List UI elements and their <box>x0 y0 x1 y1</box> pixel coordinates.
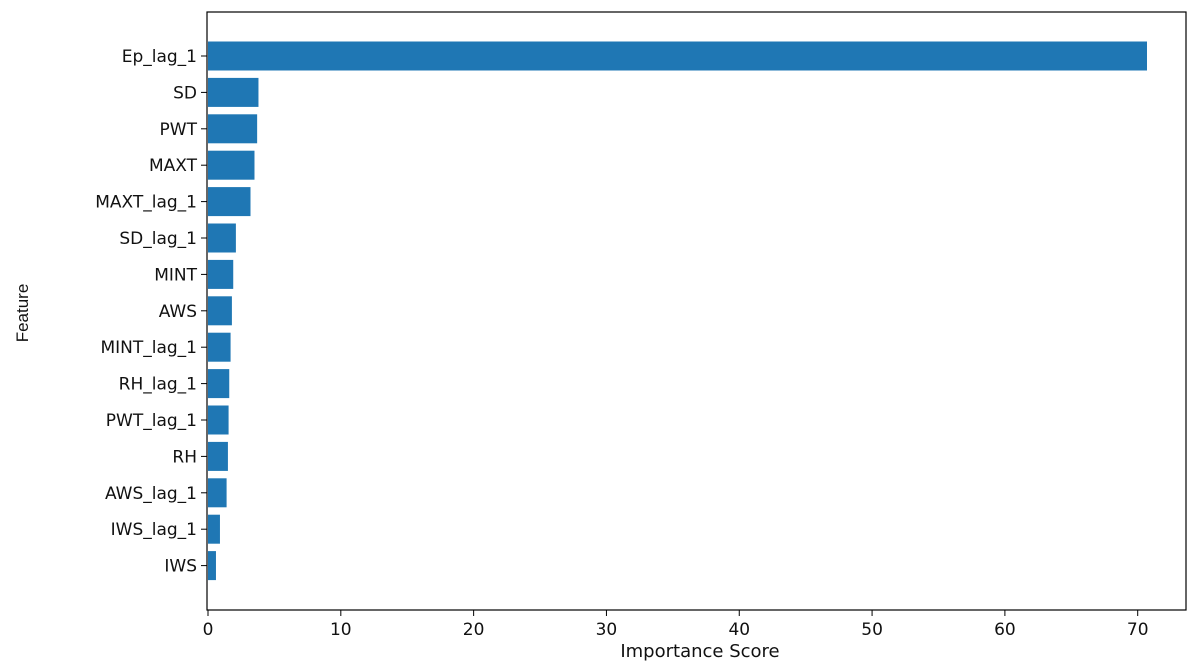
y-tick-label: SD_lag_1 <box>119 229 197 249</box>
y-tick-label: MAXT <box>149 156 198 176</box>
x-tick-group: 0 10 20 30 40 50 60 70 <box>203 610 1149 640</box>
bar-maxt-lag-1 <box>208 187 251 217</box>
bar-group <box>208 41 1147 581</box>
y-tick-label: PWT_lag_1 <box>106 411 197 431</box>
bar-pwt <box>208 114 258 144</box>
y-tick-label: Ep_lag_1 <box>122 47 197 67</box>
y-tick-label: MAXT_lag_1 <box>95 193 197 213</box>
x-tick-label: 10 <box>330 620 352 640</box>
y-tick-label: RH <box>172 447 197 467</box>
y-tick-label: IWS <box>164 557 197 577</box>
bar-aws <box>208 296 232 326</box>
plot-frame <box>206 11 1187 611</box>
y-tick-label: MINT_lag_1 <box>100 338 197 358</box>
bar-ep-lag-1 <box>208 41 1147 71</box>
bar-sd <box>208 77 259 107</box>
x-tick-label: 70 <box>1127 620 1149 640</box>
x-tick-label: 50 <box>861 620 883 640</box>
bar-sd-lag-1 <box>208 223 236 253</box>
bar-rh-lag-1 <box>208 369 230 399</box>
x-tick-label: 60 <box>994 620 1016 640</box>
x-tick-label: 40 <box>728 620 750 640</box>
y-axis-label: Feature <box>13 284 32 343</box>
x-tick-label: 0 <box>203 620 214 640</box>
bar-pwt-lag-1 <box>208 405 229 435</box>
y-tick-label: SD <box>173 83 197 103</box>
x-axis-label: Importance Score <box>620 641 779 661</box>
bar-iws <box>208 551 216 581</box>
x-tick-label: 20 <box>463 620 485 640</box>
y-tick-label: AWS_lag_1 <box>105 484 197 504</box>
y-tick-label: PWT <box>160 120 198 140</box>
bar-mint <box>208 259 234 289</box>
bar-iws-lag-1 <box>208 514 220 544</box>
x-tick-label: 30 <box>596 620 618 640</box>
bar-mint-lag-1 <box>208 332 231 362</box>
y-tick-label: RH_lag_1 <box>119 375 197 395</box>
bar-rh <box>208 441 228 471</box>
y-tick-label: IWS_lag_1 <box>111 520 197 540</box>
bar-aws-lag-1 <box>208 478 227 508</box>
y-tick-label: AWS <box>159 302 197 322</box>
y-tick-group: Ep_lag_1 SD PWT MAXT MAXT_lag_1 SD_lag_1 MINT A… <box>95 47 207 577</box>
bar-maxt <box>208 150 255 180</box>
y-tick-label: MINT <box>154 265 197 285</box>
